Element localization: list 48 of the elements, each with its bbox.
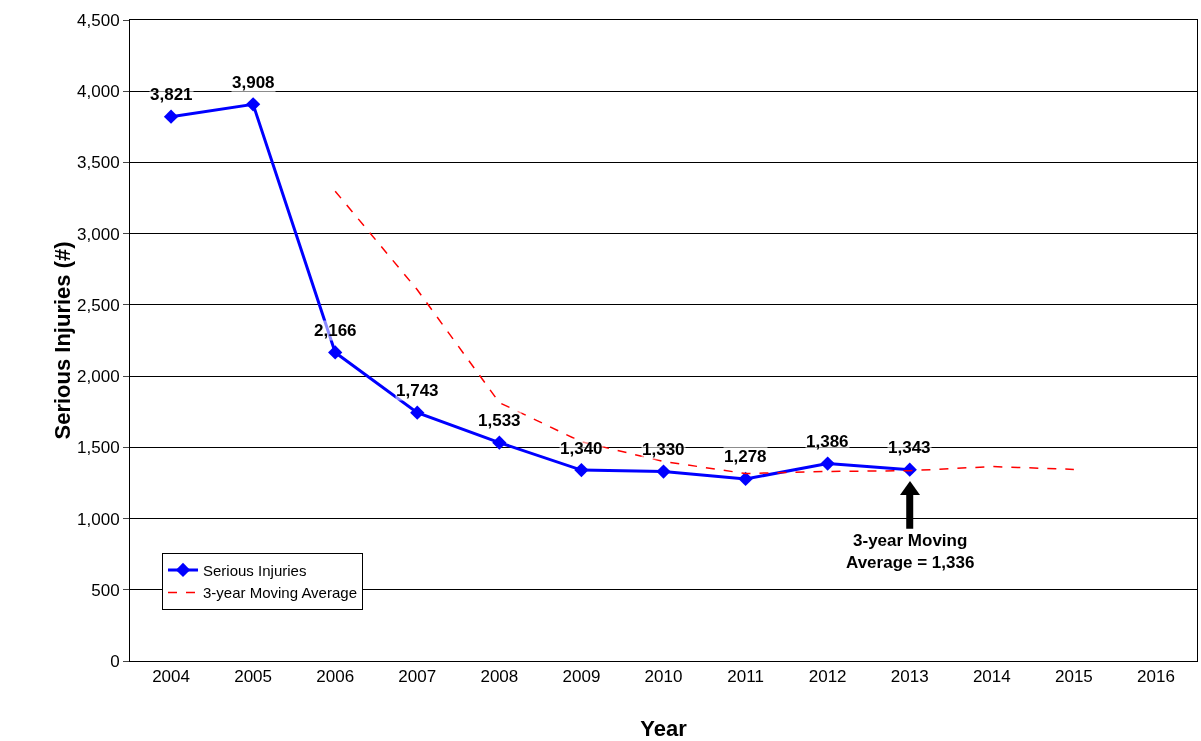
data-label: 1,386 xyxy=(806,432,849,451)
point xyxy=(574,462,589,478)
point xyxy=(902,462,917,477)
data-label: 3,908 xyxy=(232,73,275,92)
x-tick-label: 2005 xyxy=(234,667,273,687)
y-tick-label: 4,000 xyxy=(77,82,120,102)
y-axis-title: Serious Injuries (#) xyxy=(50,241,76,440)
data-label: 1,533 xyxy=(478,411,521,430)
data-label: 1,330 xyxy=(642,440,685,459)
point xyxy=(163,109,179,124)
y-tick-label: 3,500 xyxy=(77,153,120,173)
y-tick-label: 500 xyxy=(91,580,120,600)
data-label: 2,166 xyxy=(314,321,357,340)
x-tick-label: 2006 xyxy=(316,667,355,687)
y-tick-label: 3,000 xyxy=(77,224,120,244)
data-label: 3,821 xyxy=(150,85,193,104)
data-label: 1,340 xyxy=(560,439,603,458)
y-tick-label: 2,000 xyxy=(77,367,120,387)
point xyxy=(492,435,507,450)
y-tick-label: 0 xyxy=(110,651,120,671)
point xyxy=(410,405,425,420)
x-axis-title: Year xyxy=(640,716,688,741)
x-tick-label: 2012 xyxy=(808,667,847,687)
data-label: 1,743 xyxy=(396,381,439,400)
data-label: 1,343 xyxy=(888,438,931,457)
x-tick-label: 2008 xyxy=(480,667,519,687)
x-tick-label: 2004 xyxy=(152,667,190,687)
point xyxy=(820,456,835,471)
y-tick-label: 1,500 xyxy=(77,438,120,458)
x-tick-label: 2007 xyxy=(398,667,437,687)
point xyxy=(328,345,343,360)
annotation: 3-year Moving Average = 1,336 xyxy=(846,531,975,573)
x-tick-label: 2009 xyxy=(562,667,601,687)
x-tick-label: 2010 xyxy=(644,667,683,687)
point xyxy=(656,464,671,479)
y-tick-label: 4,500 xyxy=(77,10,120,30)
legend-label: 3-year Moving Average xyxy=(203,584,357,602)
legend-label: Serious Injuries xyxy=(203,561,307,579)
x-tick-label: 2011 xyxy=(727,667,764,687)
y-tick-label: 1,000 xyxy=(77,509,120,529)
point xyxy=(738,471,753,487)
x-tick-label: 2013 xyxy=(890,667,929,687)
data-label: 1,278 xyxy=(724,447,767,466)
y-tick-label: 2,500 xyxy=(77,295,120,315)
point xyxy=(245,97,261,112)
x-tick-label: 2015 xyxy=(1054,667,1093,687)
x-tick-label: 2016 xyxy=(1137,667,1175,687)
x-tick-label: 2014 xyxy=(972,667,1011,687)
